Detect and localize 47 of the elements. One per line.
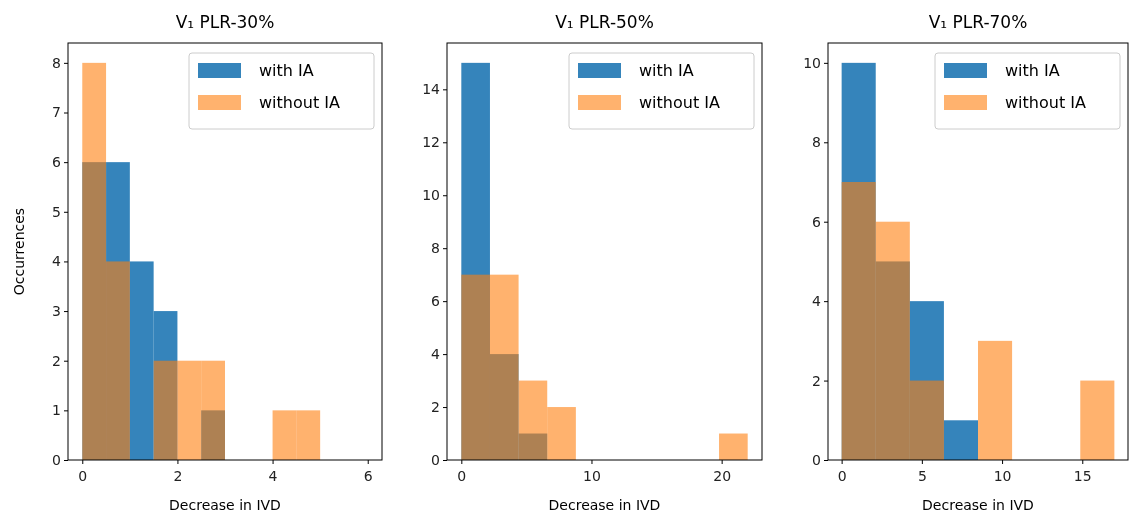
legend-label: with IA [259, 61, 314, 80]
y-tick-label: 8 [812, 134, 821, 151]
x-tick-label: 4 [268, 468, 278, 484]
x-tick-label: 20 [713, 468, 732, 484]
y-tick-label: 1 [52, 402, 61, 419]
y-tick-label: 2 [52, 352, 61, 369]
x-tick-label: 10 [583, 468, 601, 484]
legend-label: without IA [639, 93, 720, 112]
y-tick-label: 7 [52, 104, 61, 121]
y-tick-label: 6 [52, 154, 62, 171]
x-axis-title: Decrease in IVD [169, 497, 281, 513]
y-tick-label: 10 [422, 187, 440, 204]
chart-title: V₁ PLR-30% [175, 12, 275, 32]
y-tick-label: 0 [52, 451, 61, 468]
x-tick-label: 0 [457, 468, 467, 484]
y-tick-label: 5 [52, 203, 61, 220]
y-tick-label: 10 [803, 54, 821, 71]
x-tick-label: 5 [917, 468, 927, 484]
legend-label: without IA [259, 93, 340, 112]
y-tick-label: 8 [431, 240, 440, 257]
x-axis-title: Decrease in IVD [548, 497, 661, 513]
y-tick-label: 0 [431, 451, 440, 468]
x-tick-label: 10 [993, 468, 1012, 484]
y-tick-label: 2 [431, 399, 440, 416]
y-tick-label: 4 [812, 293, 822, 310]
y-tick-label: 3 [52, 303, 61, 320]
x-tick-label: 15 [1073, 468, 1092, 484]
x-tick-label: 2 [173, 468, 183, 484]
legend-label: with IA [639, 61, 694, 80]
y-tick-label: 12 [422, 134, 440, 151]
legend-label: with IA [1005, 61, 1060, 80]
y-tick-label: 2 [812, 372, 821, 389]
y-tick-label: 6 [812, 213, 822, 230]
y-tick-label: 14 [422, 81, 441, 98]
chart-title: V₁ PLR-50% [555, 12, 654, 32]
y-tick-label: 8 [52, 54, 61, 71]
legend-label: without IA [1005, 93, 1086, 112]
y-tick-label: 6 [431, 293, 441, 310]
y-tick-label: 4 [52, 253, 62, 270]
chart-title: V₁ PLR-70% [928, 12, 1028, 32]
x-tick-label: 0 [78, 468, 88, 484]
x-tick-label: 0 [837, 468, 847, 484]
y-tick-label: 4 [431, 346, 441, 363]
x-tick-label: 6 [363, 468, 373, 484]
x-axis-title: Decrease in IVD [922, 497, 1034, 513]
y-tick-label: 0 [812, 451, 821, 468]
y-axis-title: Occurrences [11, 207, 27, 296]
